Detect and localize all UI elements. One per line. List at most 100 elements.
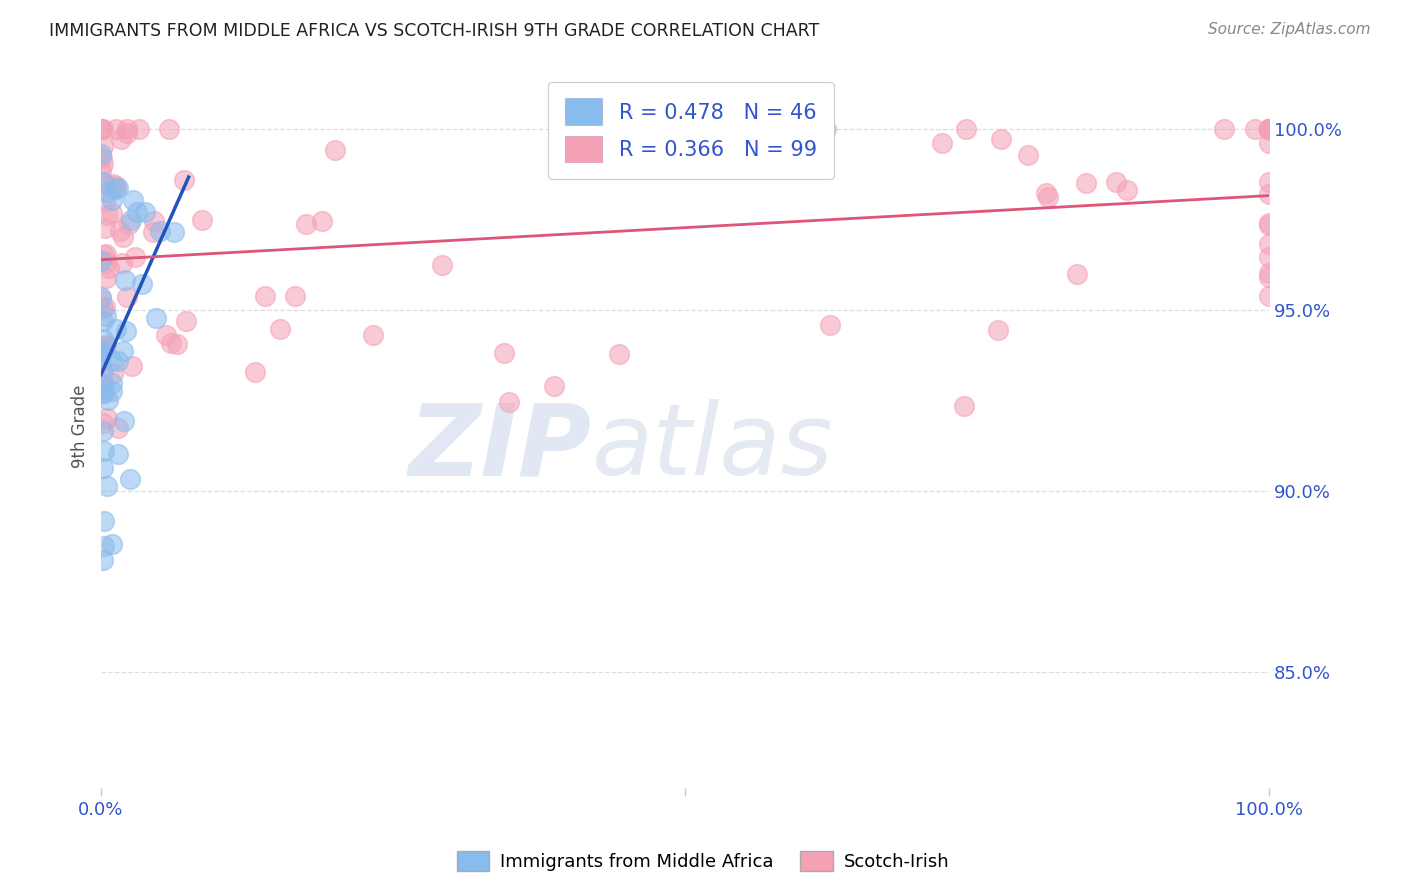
Point [122,193,145,207]
Point [90,253,112,268]
Point [143,214,166,228]
Point [149,224,172,238]
Point [1036,190,1059,204]
Point [91,151,114,165]
Point [987,323,1010,337]
Point [1213,122,1236,136]
Point [101,366,124,380]
Point [91,139,114,153]
Point [94,337,117,351]
Point [1258,289,1281,303]
Point [93,248,115,262]
Point [115,290,138,304]
Point [100,193,122,207]
Point [1066,267,1088,281]
Point [613,122,636,136]
Point [91,122,114,136]
Point [191,213,214,227]
Point [104,181,127,195]
Point [111,256,134,270]
Point [91,416,114,430]
Point [105,179,128,194]
Point [1258,187,1281,202]
Point [107,421,129,435]
Point [160,336,183,351]
Point [142,225,165,239]
Point [815,122,838,136]
Point [94,339,117,353]
Y-axis label: 9th Grade: 9th Grade [72,384,89,467]
Point [101,205,124,219]
Point [134,205,156,219]
Point [90,340,112,354]
Point [145,311,167,326]
Point [1074,176,1097,190]
Point [91,345,114,359]
Point [107,447,129,461]
Point [1116,183,1139,197]
Point [91,461,114,475]
Point [112,414,135,428]
Point [174,314,197,328]
Point [114,273,136,287]
Point [91,424,114,438]
Point [1258,122,1281,136]
Point [325,143,347,157]
Point [91,313,114,327]
Point [1258,122,1281,136]
Point [120,213,142,227]
Point [101,178,124,192]
Point [1243,122,1265,136]
Point [1258,122,1281,136]
Point [173,173,195,187]
Point [104,122,127,136]
Point [93,444,115,458]
Point [163,225,186,239]
Point [90,122,112,136]
Point [295,217,318,231]
Point [107,180,129,194]
Point [952,400,974,414]
Point [91,361,114,376]
Point [1105,176,1128,190]
Point [96,208,118,222]
Point [1258,175,1281,189]
Point [1258,216,1281,230]
Point [311,213,333,227]
Point [93,377,115,392]
Point [91,553,114,567]
Point [117,126,139,140]
Point [657,122,679,136]
Point [93,175,115,189]
Point [931,136,953,150]
Point [94,194,117,208]
Point [96,479,118,493]
Text: ZIP: ZIP [409,399,592,496]
Point [91,157,114,171]
Point [118,218,141,232]
Point [100,384,122,398]
Point [269,322,291,336]
Point [1258,218,1281,232]
Text: Source: ZipAtlas.com: Source: ZipAtlas.com [1208,22,1371,37]
Point [91,386,114,401]
Point [94,255,117,269]
Point [1258,266,1281,280]
Point [820,318,842,332]
Legend: Immigrants from Middle Africa, Scotch-Irish: Immigrants from Middle Africa, Scotch-Ir… [450,844,956,879]
Point [94,300,117,314]
Point [1017,148,1039,162]
Point [110,132,132,146]
Point [166,337,188,351]
Point [101,536,124,550]
Point [543,379,565,393]
Point [990,132,1012,146]
Point [1258,122,1281,136]
Point [94,271,117,285]
Point [111,343,134,358]
Point [155,328,177,343]
Point [157,122,180,136]
Point [90,147,112,161]
Point [118,472,141,486]
Point [125,205,148,219]
